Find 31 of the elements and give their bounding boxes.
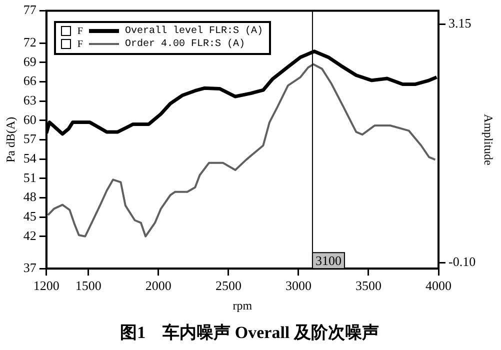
annotation: F bbox=[77, 38, 83, 51]
y-tick-label: 37 bbox=[23, 260, 37, 276]
y2-tick-label: 3.15 bbox=[448, 15, 472, 30]
annotation: F bbox=[77, 24, 83, 38]
legend-label: Order 4.00 FLR:S (A) bbox=[124, 38, 245, 51]
x-tick-label: 1200 bbox=[33, 278, 60, 293]
y-tick-label: 63 bbox=[23, 92, 36, 108]
y-tick-label: 54 bbox=[23, 150, 37, 166]
y-tick-label: 69 bbox=[23, 54, 36, 69]
x-tick-label: 1500 bbox=[75, 278, 102, 293]
y-tick-label: 45 bbox=[23, 208, 36, 224]
y-tick-label: 66 bbox=[23, 73, 37, 88]
y-axis-title: Pa dB(A) bbox=[3, 116, 18, 163]
y-tick-label: 77 bbox=[23, 2, 37, 18]
y-tick-label: 51 bbox=[23, 170, 36, 185]
y-tick-label: 72 bbox=[23, 34, 36, 50]
y-tick-label: 57 bbox=[23, 131, 37, 146]
ref-line-label: 3100 bbox=[315, 253, 342, 268]
y-tick-label: 48 bbox=[23, 189, 36, 204]
text: 图1 车内噪声 Overall 及阶次噪声 bbox=[120, 323, 379, 342]
y-tick-label: 60 bbox=[23, 112, 36, 127]
y-tick-label: 42 bbox=[23, 228, 36, 243]
legend-label: Overall level FLR:S (A) bbox=[124, 24, 263, 38]
x-tick-label: 2500 bbox=[215, 278, 242, 293]
y2-tick-label: -0.10 bbox=[448, 254, 476, 270]
x-tick-label: 2000 bbox=[145, 278, 172, 293]
x-tick-label: 4000 bbox=[426, 278, 452, 293]
x-tick-label: 3000 bbox=[285, 278, 312, 293]
x-axis-title: rpm bbox=[232, 298, 253, 313]
y2-axis-title: Amplitude bbox=[482, 114, 496, 166]
x-tick-label: 3500 bbox=[356, 278, 382, 293]
